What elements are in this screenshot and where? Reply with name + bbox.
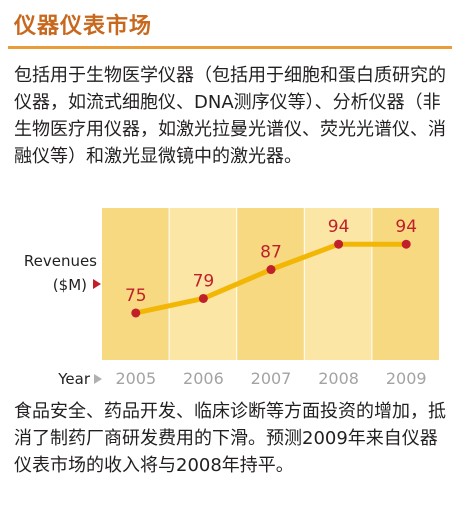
data-markers-group	[131, 239, 411, 318]
y-axis-label-line2: ($M)	[53, 276, 87, 294]
column-band-2006	[169, 208, 237, 360]
column-bands	[102, 208, 439, 360]
data-point-2007	[266, 265, 276, 275]
data-label-2009: 94	[395, 217, 417, 237]
outro-paragraph: 食品安全、药品开发、临床诊断等方面投资的增加，抵消了制药厂商研发费用的下滑。预测…	[14, 401, 446, 476]
x-axis-arrow-icon	[94, 374, 102, 384]
x-tick-label-2009: 2009	[386, 369, 427, 388]
x-tick-label-2005: 2005	[115, 369, 156, 388]
intro-paragraph: 包括用于生物医学仪器（包括用于细胞和蛋白质研究的仪器，如流式细胞仪、DNA测序仪…	[14, 65, 446, 167]
axis-group: Revenues ($M) Year	[24, 252, 102, 388]
x-tick-labels-group: 2005 2006 2007 2008 2009	[115, 369, 426, 388]
data-labels-group: 75 79 87 94 94	[125, 217, 417, 306]
data-label-2007: 87	[260, 243, 282, 263]
y-axis-arrow-icon	[93, 279, 101, 289]
data-point-2005	[131, 308, 141, 318]
data-point-2008	[334, 239, 344, 249]
column-band-2009	[372, 208, 439, 360]
x-tick-label-2008: 2008	[318, 369, 359, 388]
data-point-2006	[198, 293, 208, 303]
title-divider	[8, 46, 452, 49]
x-tick-label-2006: 2006	[183, 369, 224, 388]
data-label-2006: 79	[193, 271, 215, 291]
section-title: 仪器仪表市场	[14, 14, 153, 39]
data-label-2008: 94	[328, 217, 350, 237]
data-label-2005: 75	[125, 286, 147, 306]
y-axis-label-line1: Revenues	[24, 252, 97, 270]
data-point-2009	[401, 239, 411, 249]
x-tick-label-2007: 2007	[251, 369, 292, 388]
column-band-2008	[304, 208, 372, 360]
column-band-2007	[237, 208, 304, 360]
x-axis-label: Year	[57, 370, 91, 388]
column-band-2005	[102, 208, 169, 360]
